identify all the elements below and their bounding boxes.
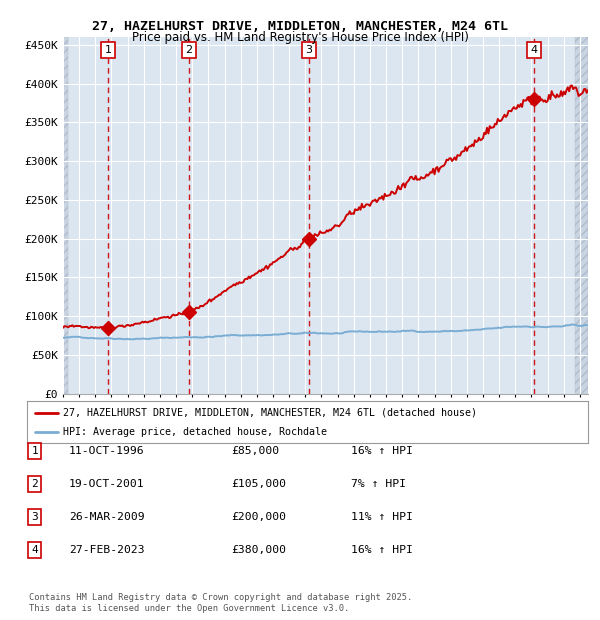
Text: £85,000: £85,000	[231, 446, 279, 456]
Text: 27, HAZELHURST DRIVE, MIDDLETON, MANCHESTER, M24 6TL: 27, HAZELHURST DRIVE, MIDDLETON, MANCHES…	[92, 20, 508, 33]
Text: 3: 3	[31, 512, 38, 522]
Text: 27-FEB-2023: 27-FEB-2023	[69, 545, 145, 555]
Text: 11% ↑ HPI: 11% ↑ HPI	[351, 512, 413, 522]
Text: Price paid vs. HM Land Registry's House Price Index (HPI): Price paid vs. HM Land Registry's House …	[131, 31, 469, 44]
Bar	[63, 37, 67, 394]
Text: 1: 1	[31, 446, 38, 456]
Text: 11-OCT-1996: 11-OCT-1996	[69, 446, 145, 456]
Text: 3: 3	[305, 45, 313, 55]
Text: 19-OCT-2001: 19-OCT-2001	[69, 479, 145, 489]
Text: 26-MAR-2009: 26-MAR-2009	[69, 512, 145, 522]
Text: 16% ↑ HPI: 16% ↑ HPI	[351, 545, 413, 555]
Text: £105,000: £105,000	[231, 479, 286, 489]
Text: 27, HAZELHURST DRIVE, MIDDLETON, MANCHESTER, M24 6TL (detached house): 27, HAZELHURST DRIVE, MIDDLETON, MANCHES…	[64, 407, 478, 417]
Text: 2: 2	[185, 45, 193, 55]
Text: 7% ↑ HPI: 7% ↑ HPI	[351, 479, 406, 489]
Text: 1: 1	[104, 45, 112, 55]
Text: HPI: Average price, detached house, Rochdale: HPI: Average price, detached house, Roch…	[64, 427, 328, 437]
Text: £200,000: £200,000	[231, 512, 286, 522]
Text: £380,000: £380,000	[231, 545, 286, 555]
Text: 16% ↑ HPI: 16% ↑ HPI	[351, 446, 413, 456]
Text: 4: 4	[31, 545, 38, 555]
Text: 2: 2	[31, 479, 38, 489]
Text: 4: 4	[530, 45, 538, 55]
Text: Contains HM Land Registry data © Crown copyright and database right 2025.
This d: Contains HM Land Registry data © Crown c…	[29, 593, 412, 613]
Bar	[576, 37, 588, 394]
